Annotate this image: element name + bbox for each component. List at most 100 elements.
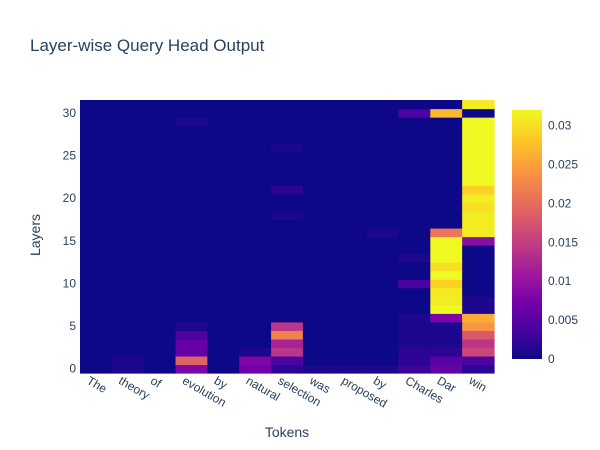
heatmap-cell	[80, 159, 113, 169]
heatmap-cell	[271, 159, 304, 169]
heatmap-cell	[143, 296, 177, 306]
heatmap-cell	[143, 262, 177, 272]
heatmap-cell	[80, 117, 113, 127]
heatmap-cell	[366, 100, 400, 110]
heatmap-cell	[302, 347, 336, 357]
heatmap-cell	[111, 347, 145, 357]
heatmap-cell	[462, 210, 495, 221]
heatmap-cell	[271, 304, 304, 314]
heatmap-cell	[143, 117, 177, 127]
heatmap-cell	[207, 125, 240, 135]
heatmap-cell	[334, 202, 368, 212]
heatmap-cell	[143, 193, 177, 203]
heatmap-cell	[430, 134, 463, 144]
heatmap-cell	[143, 347, 177, 357]
heatmap-cell	[271, 253, 304, 263]
heatmap-cell	[398, 210, 431, 221]
heatmap-cell	[366, 210, 400, 221]
heatmap-cell	[207, 304, 240, 314]
heatmap-cell	[430, 142, 463, 152]
heatmap-cell	[366, 185, 400, 195]
heatmap-cell	[271, 330, 304, 340]
heatmap-cell	[111, 100, 145, 110]
heatmap-cell	[80, 236, 113, 246]
heatmap-cell	[334, 262, 368, 272]
heatmap-cell	[239, 159, 272, 169]
heatmap-cell	[239, 236, 272, 246]
heatmap-cell	[207, 176, 240, 186]
heatmap-cell	[271, 117, 304, 127]
heatmap-cell	[207, 219, 240, 229]
heatmap-cell	[430, 185, 463, 195]
heatmap-cell	[398, 236, 431, 246]
heatmap-cell	[430, 347, 463, 357]
heatmap-cell	[462, 270, 495, 280]
heatmap-cell	[334, 168, 368, 178]
heatmap-cell	[111, 176, 145, 186]
heatmap-cell	[334, 176, 368, 186]
colorbar-tick-label: 0	[548, 352, 555, 366]
heatmap-cell	[462, 304, 495, 314]
heatmap-cell	[239, 304, 272, 314]
heatmap-cell	[207, 134, 240, 144]
heatmap-cell	[80, 330, 113, 340]
heatmap-cell	[111, 168, 145, 178]
heatmap-cell	[175, 108, 208, 118]
heatmap-cell	[239, 347, 272, 357]
heatmap-cell	[175, 151, 208, 161]
heatmap-cell	[207, 245, 240, 255]
heatmap-cell	[430, 330, 463, 340]
heatmap-cell	[143, 364, 177, 374]
heatmap-cell	[207, 210, 240, 221]
heatmap-cell	[366, 117, 400, 127]
heatmap-cell	[239, 142, 272, 152]
heatmap-cell	[111, 321, 145, 331]
heatmap-cell	[462, 134, 495, 144]
heatmap-cell	[302, 321, 336, 331]
heatmap-cell	[302, 125, 336, 135]
heatmap-cell	[366, 364, 400, 374]
heatmap-cell	[207, 142, 240, 152]
heatmap-cell	[271, 321, 304, 331]
heatmap-cell	[175, 321, 208, 331]
heatmap-cell	[111, 227, 145, 238]
heatmap-cell	[271, 287, 304, 297]
y-tick-label: 0	[69, 362, 76, 376]
heatmap-cell	[302, 338, 336, 349]
heatmap-cell	[143, 355, 177, 366]
heatmap-cell	[366, 296, 400, 306]
colorbar-tick-label: 0.025	[548, 158, 578, 172]
heatmap-cell	[334, 210, 368, 221]
heatmap-cell	[111, 210, 145, 221]
heatmap-cell	[239, 313, 272, 323]
heatmap-cell	[239, 364, 272, 374]
heatmap-cell	[334, 159, 368, 169]
heatmap-cell	[175, 330, 208, 340]
heatmap-cell	[143, 270, 177, 280]
heatmap-cell	[334, 338, 368, 349]
heatmap-cell	[334, 347, 368, 357]
heatmap-cell	[239, 125, 272, 135]
heatmap-cell	[366, 270, 400, 280]
heatmap-cell	[143, 304, 177, 314]
heatmap-cell	[80, 210, 113, 221]
heatmap-cell	[143, 142, 177, 152]
heatmap-cell	[334, 364, 368, 374]
heatmap-cell	[430, 245, 463, 255]
heatmap-cell	[80, 193, 113, 203]
heatmap-cell	[175, 185, 208, 195]
heatmap-cell	[175, 287, 208, 297]
heatmap-cell	[271, 355, 304, 366]
heatmap-cell	[398, 330, 431, 340]
heatmap-cell	[334, 185, 368, 195]
heatmap-cell	[334, 296, 368, 306]
heatmap-cell	[143, 287, 177, 297]
heatmap-cell	[334, 245, 368, 255]
heatmap-cell	[271, 262, 304, 272]
heatmap-cell	[207, 313, 240, 323]
heatmap-cell	[175, 253, 208, 263]
heatmap-cell	[302, 287, 336, 297]
y-tick-label: 20	[63, 191, 77, 205]
